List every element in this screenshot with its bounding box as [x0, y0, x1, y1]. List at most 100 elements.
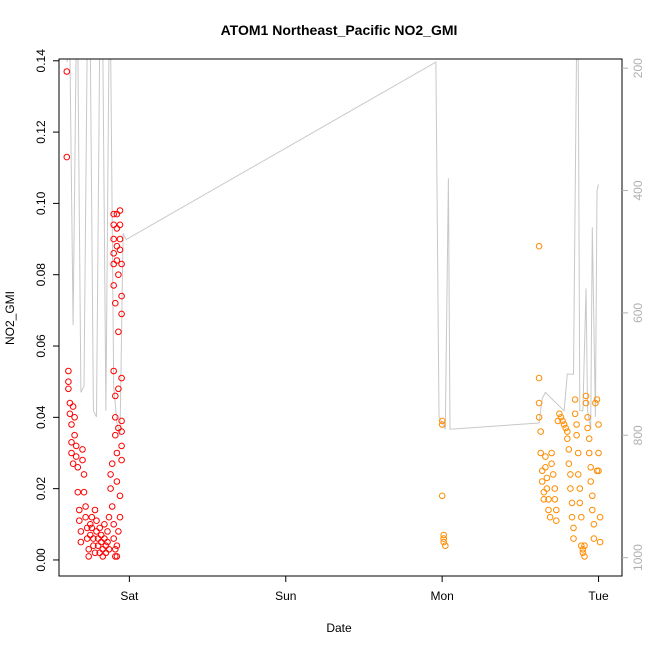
- data-point-s1-74: [593, 396, 601, 403]
- data-point-s1-28: [551, 496, 559, 503]
- data-point-s1-10: [535, 414, 543, 421]
- chart-title: ATOM1 Northeast_Pacific NO2_GMI: [221, 22, 458, 38]
- data-point-s0-66: [110, 367, 117, 375]
- data-point-s1-59: [581, 553, 588, 560]
- data-point-s1-38: [564, 435, 571, 443]
- data-point-s1-71: [590, 521, 598, 528]
- data-point-s0-7: [68, 421, 75, 428]
- data-point-s1-65: [585, 435, 593, 443]
- data-point-s1-56: [578, 542, 585, 550]
- data-point-s1-47: [571, 396, 579, 403]
- pressure-line-0: [66, 59, 599, 436]
- data-point-s1-21: [545, 496, 552, 503]
- data-point-s0-99: [116, 492, 124, 500]
- data-point-s1-79: [596, 513, 604, 521]
- data-point-s1-19: [543, 474, 551, 482]
- y-tick-label-7: 0.14: [34, 49, 48, 73]
- data-point-s1-67: [587, 464, 595, 471]
- data-point-s1-72: [590, 535, 598, 542]
- data-point-s0-53: [102, 549, 110, 557]
- data-point-s0-11: [69, 403, 77, 410]
- data-point-s0-48: [99, 546, 107, 553]
- y-tick-label-3: 0.06: [34, 334, 48, 358]
- data-point-s1-68: [587, 478, 595, 485]
- data-point-s0-57: [105, 513, 113, 521]
- data-point-s0-1: [63, 153, 71, 161]
- data-point-s1-70: [589, 506, 596, 514]
- axes-layer: Sat Sun Mon Tue 0.00 0.02 0.04 0.06 0.08 0.10 0.12…: [34, 49, 645, 603]
- data-point-s0-102: [113, 542, 121, 550]
- data-point-s0-30: [85, 546, 92, 553]
- data-point-s0-21: [77, 538, 85, 546]
- data-point-s0-40: [93, 517, 100, 525]
- data-point-s1-34: [559, 417, 566, 425]
- data-point-s1-61: [582, 392, 590, 400]
- data-point-s0-0: [63, 68, 71, 75]
- data-point-s0-22: [79, 446, 86, 453]
- data-point-s1-5: [440, 538, 448, 546]
- data-point-s1-29: [553, 506, 560, 514]
- data-point-s1-76: [595, 421, 602, 428]
- data-point-s0-55: [104, 538, 111, 546]
- data-point-s1-33: [557, 414, 565, 421]
- data-point-s0-50: [101, 521, 108, 528]
- data-point-s0-64: [112, 546, 119, 553]
- data-point-s1-58: [579, 549, 587, 557]
- data-point-s0-12: [71, 414, 78, 421]
- x-tick-label-0: Sat: [120, 589, 139, 603]
- data-point-s0-90: [116, 246, 124, 254]
- data-point-s0-58: [107, 485, 114, 492]
- data-point-s0-6: [66, 410, 74, 418]
- y-tick-label-4: 0.08: [34, 263, 48, 287]
- data-point-s0-52: [102, 542, 110, 550]
- data-point-s1-49: [573, 421, 580, 428]
- data-point-s1-1: [438, 421, 446, 428]
- right-tick-label-2: 600: [631, 303, 645, 323]
- data-point-s1-52: [574, 471, 582, 478]
- data-point-s0-16: [74, 464, 82, 471]
- data-point-s0-67: [112, 392, 119, 400]
- data-point-s1-24: [548, 449, 555, 457]
- data-point-s0-25: [80, 488, 88, 496]
- data-point-s1-57: [579, 546, 587, 553]
- data-point-s0-10: [69, 460, 77, 468]
- y-axis-label: NO2_GMI: [3, 291, 17, 345]
- data-point-s1-7: [535, 242, 543, 250]
- y-tick-label-6: 0.12: [34, 120, 48, 144]
- data-point-s0-45: [96, 524, 103, 532]
- data-point-s1-4: [440, 535, 448, 542]
- data-point-s0-14: [72, 442, 80, 450]
- data-point-s0-69: [112, 431, 119, 439]
- y-tick-label-1: 0.02: [34, 477, 48, 501]
- y-tick-label-5: 0.10: [34, 191, 48, 215]
- x-axis-label: Date: [326, 621, 352, 635]
- data-point-s0-23: [79, 456, 86, 464]
- data-point-s1-53: [576, 485, 584, 492]
- data-point-s1-80: [596, 538, 604, 546]
- data-point-s1-60: [581, 542, 588, 550]
- data-point-s0-15: [72, 453, 80, 460]
- data-point-s1-11: [537, 428, 545, 435]
- data-point-s1-27: [551, 485, 559, 492]
- data-point-s0-18: [76, 506, 83, 514]
- data-point-s0-80: [113, 225, 121, 232]
- data-point-s0-61: [108, 503, 116, 510]
- data-point-s1-43: [568, 499, 576, 507]
- data-point-s1-63: [584, 414, 591, 421]
- data-point-s0-100: [116, 513, 124, 521]
- data-point-s0-20: [77, 528, 85, 535]
- data-point-s1-50: [573, 431, 580, 439]
- y-tick-label-2: 0.04: [34, 405, 48, 429]
- data-point-s1-8: [535, 374, 543, 382]
- data-point-s1-40: [565, 460, 573, 468]
- data-point-s0-5: [66, 399, 74, 407]
- data-point-s0-75: [110, 250, 117, 257]
- data-point-s0-103: [113, 553, 121, 560]
- data-point-s0-83: [115, 271, 122, 279]
- data-point-s1-64: [584, 424, 591, 432]
- data-point-s0-34: [88, 513, 96, 521]
- data-point-s1-35: [560, 421, 568, 428]
- data-point-s1-69: [589, 492, 596, 500]
- data-point-s0-88: [116, 221, 124, 229]
- data-point-s1-9: [535, 399, 543, 407]
